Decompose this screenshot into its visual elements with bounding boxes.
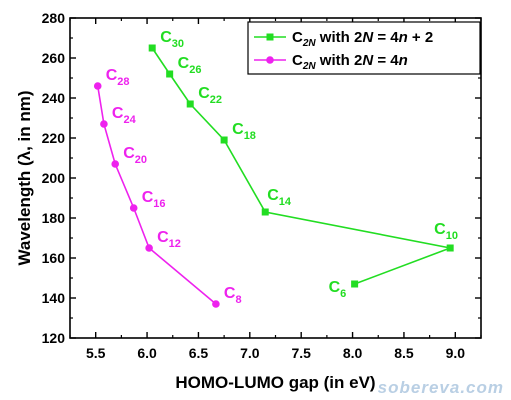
point-label: C10 [434, 221, 458, 242]
x-tick-label: 7.0 [240, 345, 260, 361]
x-tick-label: 6.5 [189, 345, 209, 361]
point-label: C22 [198, 85, 222, 106]
point-label-base: C [267, 187, 279, 204]
y-tick-label: 280 [42, 10, 66, 26]
y-tick-label: 160 [42, 250, 66, 266]
legend: C2N with 2N = 4n + 2 C2N with 2N = 4n [247, 21, 481, 75]
point-label: C26 [178, 55, 202, 76]
point-label-sub: 28 [117, 76, 129, 88]
data-point [446, 244, 454, 252]
point-label-sub: 16 [153, 198, 165, 210]
x-tick-label: 9.0 [446, 345, 466, 361]
point-label-sub: 14 [279, 196, 292, 208]
y-tick-label: 200 [42, 170, 66, 186]
point-label-sub: 30 [172, 38, 184, 50]
point-label: C12 [157, 229, 181, 250]
x-tick-label: 8.5 [394, 345, 414, 361]
point-label-base: C [106, 67, 118, 84]
point-label-base: C [142, 189, 154, 206]
point-label: C24 [112, 105, 137, 126]
x-tick-label: 5.5 [86, 345, 106, 361]
point-label: C16 [142, 189, 166, 210]
point-label: C14 [267, 187, 292, 208]
y-tick-label: 260 [42, 50, 66, 66]
legend-label: C2N with 2N = 4n [292, 52, 408, 72]
point-label-base: C [123, 145, 135, 162]
point-label-sub: 12 [169, 238, 181, 250]
data-point [186, 100, 194, 108]
data-point [148, 44, 156, 52]
point-label-base: C [160, 29, 172, 46]
series-line-1 [96, 85, 217, 305]
series-line-0 [151, 47, 454, 285]
x-tick-label: 6.0 [137, 345, 157, 361]
data-point [220, 136, 228, 144]
point-label: C18 [232, 121, 256, 142]
point-label-sub: 22 [210, 94, 222, 106]
series-layer [93, 44, 454, 308]
point-label-base: C [232, 121, 244, 138]
x-tick-label: 8.0 [343, 345, 363, 361]
data-point [100, 120, 108, 128]
point-label-base: C [157, 229, 169, 246]
y-tick-label: 120 [42, 330, 66, 346]
data-point [111, 160, 120, 168]
point-label: C20 [123, 145, 147, 166]
y-axis-title: Wavelength (λ, in nm) [15, 90, 34, 265]
y-tick-label: 220 [42, 130, 66, 146]
data-point [129, 204, 138, 212]
point-label-sub: 10 [446, 230, 458, 242]
data-point [145, 244, 153, 252]
y-tick-label: 140 [42, 290, 66, 306]
point-label: C6 [329, 279, 347, 300]
point-label-base: C [178, 55, 190, 72]
x-axis-title: HOMO-LUMO gap (in eV) [175, 373, 375, 392]
point-label-base: C [224, 285, 236, 302]
legend-label: C2N with 2N = 4n + 2 [292, 29, 433, 49]
data-point [212, 300, 220, 308]
point-label-base: C [198, 85, 210, 102]
point-label-base: C [434, 221, 446, 238]
axes: 120 140 160 180 200 220 240 260 280 5.5 6.0 6.5 7.0 7… [42, 10, 482, 361]
watermark: sobereva.com [378, 378, 504, 397]
data-point [261, 208, 269, 216]
point-label: C28 [106, 67, 130, 88]
point-label-base: C [329, 279, 341, 296]
point-label-sub: 26 [189, 64, 201, 76]
y-tick-label: 180 [42, 210, 66, 226]
point-label-sub: 8 [235, 294, 241, 306]
legend-marker [266, 56, 274, 64]
data-point [166, 70, 174, 78]
y-tick-label: 240 [42, 90, 66, 106]
point-label-sub: 20 [135, 154, 147, 166]
legend-marker [266, 33, 274, 41]
data-point [93, 82, 102, 90]
legend-box [247, 21, 481, 75]
point-label: C8 [224, 285, 242, 306]
point-label-sub: 24 [123, 114, 136, 126]
point-label-sub: 6 [340, 288, 346, 300]
point-label: C30 [160, 29, 184, 50]
x-tick-label: 7.5 [291, 345, 311, 361]
data-point [351, 280, 359, 288]
point-label-sub: 18 [244, 130, 256, 142]
point-label-base: C [112, 105, 124, 122]
